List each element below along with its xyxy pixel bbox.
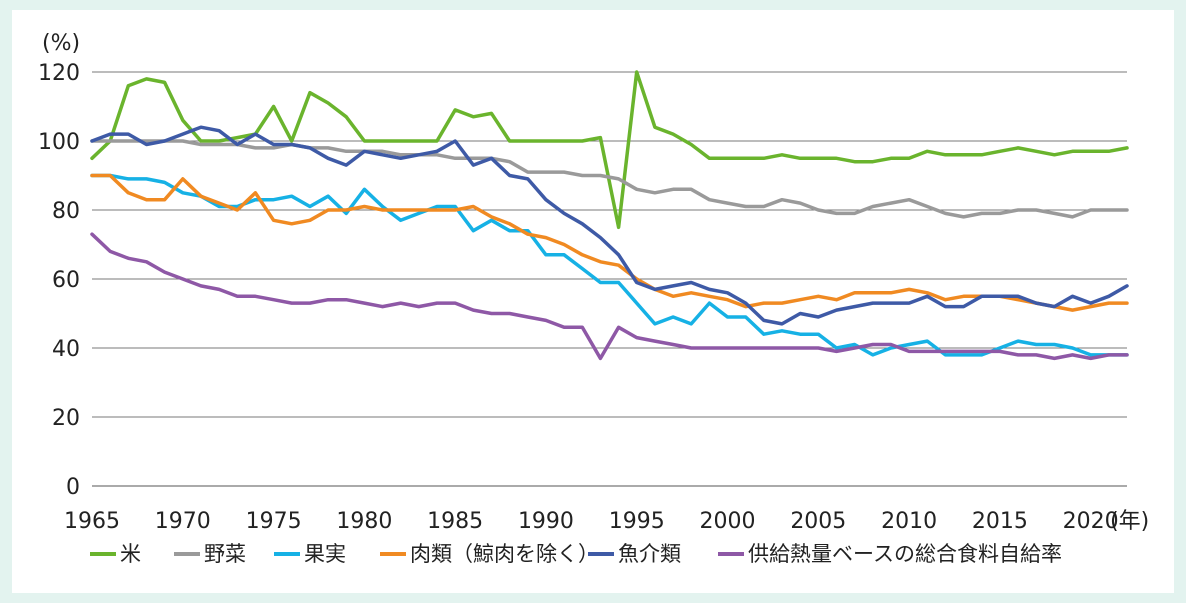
legend-label: 供給熱量ベースの総合食料自給率 [748,542,1062,566]
series-line-2 [90,173,1129,357]
legend-label: 肉類（鯨肉を除く） [410,542,599,566]
y-tick-label: 40 [52,337,80,362]
x-unit-label: (年) [1110,509,1149,534]
x-tick-label: 1975 [246,509,302,534]
x-tick-label: 2015 [972,509,1028,534]
series-line-3 [90,173,1129,312]
legend-label: 野菜 [204,542,246,566]
x-tick-label: 2020 [1063,509,1119,534]
line-chart: 0 20 40 60 80 100 120 (%) 1965 1970 1975 1980 1985 19… [38,31,1149,566]
y-tick-label: 100 [38,130,80,155]
x-tick-label: 1995 [609,509,665,534]
y-unit-label: (%) [42,31,80,56]
y-tick-label: 120 [38,61,80,86]
x-tick-label: 1980 [336,509,392,534]
legend: 米 野菜 果実 肉類（鯨肉を除く） 魚介類 供給熱量ベースの総合食料自給率 [90,542,1062,566]
x-tick-label: 2005 [790,509,846,534]
y-tick-label: 0 [66,475,80,500]
series-line-1 [90,139,1129,219]
x-tick-label: 2010 [881,509,937,534]
y-tick-label: 60 [52,268,80,293]
x-tick-label: 2000 [700,509,756,534]
legend-label: 米 [120,542,141,566]
x-tick-label: 1965 [64,509,120,534]
axes: 0 20 40 60 80 100 120 (%) 1965 1970 1975 1980 1985 19… [38,31,1149,534]
series-line-4 [90,125,1129,326]
x-tick-label: 1985 [427,509,483,534]
series-line-5 [90,232,1129,361]
chart-frame: 0 20 40 60 80 100 120 (%) 1965 1970 1975 1980 1985 19… [12,10,1174,593]
y-tick-label: 20 [52,406,80,431]
y-tick-label: 80 [52,199,80,224]
series-line-0 [90,70,1129,230]
series-lines [90,70,1129,361]
legend-label: 果実 [304,542,346,566]
x-tick-label: 1970 [155,509,211,534]
x-tick-label: 1990 [518,509,574,534]
legend-label: 魚介類 [618,542,681,566]
